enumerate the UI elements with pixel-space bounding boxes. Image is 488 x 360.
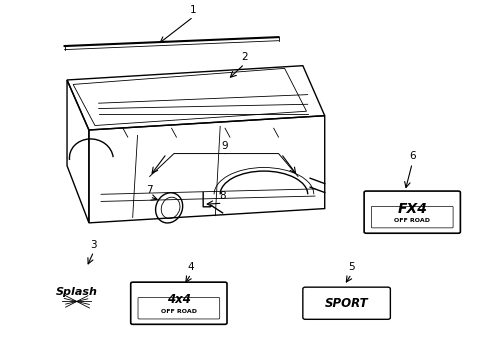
Text: 7: 7 — [146, 185, 153, 195]
Text: 2: 2 — [241, 52, 247, 62]
Text: 3: 3 — [90, 240, 97, 249]
Text: OFF ROAD: OFF ROAD — [161, 309, 197, 314]
Text: 6: 6 — [408, 152, 415, 161]
Text: 1: 1 — [190, 5, 196, 15]
Text: 9: 9 — [221, 141, 228, 151]
Text: 4: 4 — [187, 262, 194, 272]
Text: 5: 5 — [347, 262, 354, 272]
Text: SPORT: SPORT — [324, 297, 367, 310]
Text: Splash: Splash — [56, 287, 98, 297]
Text: OFF ROAD: OFF ROAD — [393, 217, 429, 222]
Text: 4x4: 4x4 — [166, 293, 190, 306]
Text: 8: 8 — [219, 192, 225, 202]
Text: FX4: FX4 — [396, 202, 427, 216]
